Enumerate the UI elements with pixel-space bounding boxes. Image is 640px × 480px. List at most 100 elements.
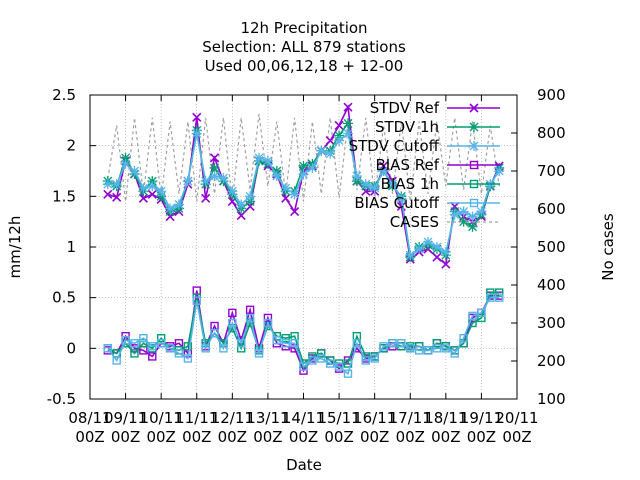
series-bias-1h [103, 288, 504, 368]
data-point [378, 166, 389, 176]
data-point [298, 160, 309, 171]
data-point [271, 171, 282, 182]
y2-tick-label: 300 [537, 314, 566, 332]
y2-axis-label: No cases [599, 213, 617, 281]
data-point [281, 334, 290, 343]
data-point [423, 346, 433, 355]
legend-marker [469, 141, 479, 151]
series-line [107, 113, 500, 202]
data-point [121, 336, 130, 345]
data-point [423, 236, 434, 247]
legend-label: BIAS Ref [375, 156, 439, 174]
data-point [102, 179, 113, 190]
x-tick-label-date: 15/11 [317, 409, 360, 427]
data-point [476, 206, 487, 217]
data-point [174, 349, 184, 358]
data-point [139, 339, 148, 348]
data-point [432, 344, 442, 353]
data-point [237, 339, 246, 348]
data-point [147, 176, 158, 187]
data-point [440, 247, 451, 258]
data-point [209, 162, 220, 173]
title-line-1: 12h Precipitation [240, 19, 367, 37]
data-point [165, 203, 176, 214]
y2-tick-label: 200 [537, 352, 566, 370]
data-point [156, 334, 166, 343]
data-point [165, 344, 175, 353]
data-point [111, 179, 122, 190]
data-point [351, 176, 362, 187]
data-point [209, 171, 220, 182]
y-tick-label: 1 [66, 238, 76, 256]
series-line [107, 291, 500, 365]
data-point [280, 183, 291, 194]
y2-axis: 100 200 300 400 500 600 700 800 900 [511, 86, 566, 408]
series-bias-cutoff [103, 293, 504, 378]
data-point [219, 344, 228, 353]
data-point [281, 339, 290, 348]
data-point [325, 136, 335, 146]
data-point [486, 293, 495, 302]
y2-tick-label: 400 [537, 276, 566, 294]
data-point [290, 206, 300, 217]
chart-title: 12h Precipitation Selection: ALL 879 sta… [202, 19, 406, 75]
data-point [449, 209, 460, 220]
data-point [148, 342, 157, 351]
data-point [299, 362, 308, 371]
y2-tick-label: 700 [537, 162, 566, 180]
data-point [432, 339, 442, 348]
x-tick-label-date: 18/11 [424, 409, 467, 427]
data-point [360, 179, 371, 190]
data-point [325, 359, 335, 368]
data-point [325, 148, 336, 159]
data-point [317, 349, 326, 358]
legend-label: STDV Ref [370, 99, 440, 117]
data-point [209, 153, 220, 163]
data-point [495, 288, 504, 297]
data-point [156, 191, 167, 202]
data-point [290, 339, 299, 348]
y2-tick-label: 500 [537, 238, 566, 256]
data-point [254, 349, 264, 358]
data-point [263, 318, 273, 328]
data-point [245, 305, 255, 315]
title-line-3: Used 00,06,12,18 + 12-00 [205, 57, 404, 75]
x-tick-label-date: 13/11 [246, 409, 289, 427]
data-point [361, 356, 370, 365]
data-point [370, 354, 379, 363]
x-tick-label-date: 11/11 [175, 409, 218, 427]
legend-label: BIAS Cutoff [354, 194, 439, 212]
data-point [236, 199, 247, 210]
data-point [334, 130, 345, 141]
x-tick-label-hour: 00Z [253, 428, 282, 446]
legend-label: BIAS 1h [381, 175, 439, 193]
data-point [200, 176, 211, 187]
data-point [369, 183, 380, 194]
x-axis: 08/1100Z09/1100Z10/1100Z11/1100Z12/1100Z… [68, 95, 539, 446]
x-tick-label-date: 20/11 [495, 409, 538, 427]
x-tick-label-hour: 00Z [218, 428, 247, 446]
data-point [191, 128, 202, 139]
data-point [112, 356, 121, 365]
data-point [406, 344, 415, 353]
data-point [494, 166, 505, 176]
x-tick-label-hour: 00Z [324, 428, 353, 446]
series-layer [102, 102, 505, 378]
legend-label: CASES [390, 213, 439, 231]
y2-tick-label: 900 [537, 86, 566, 104]
data-point [467, 211, 478, 222]
data-point [307, 162, 318, 173]
data-point [103, 189, 113, 199]
data-point [272, 336, 282, 345]
x-tick-label-hour: 00Z [396, 428, 425, 446]
legend-marker [469, 198, 479, 208]
data-point [495, 293, 504, 302]
data-point [138, 183, 149, 194]
x-tick-label-date: 08/11 [68, 409, 111, 427]
data-point [245, 313, 255, 323]
x-tick-label-date: 19/11 [460, 409, 503, 427]
data-point [343, 369, 353, 378]
data-point [245, 191, 256, 202]
